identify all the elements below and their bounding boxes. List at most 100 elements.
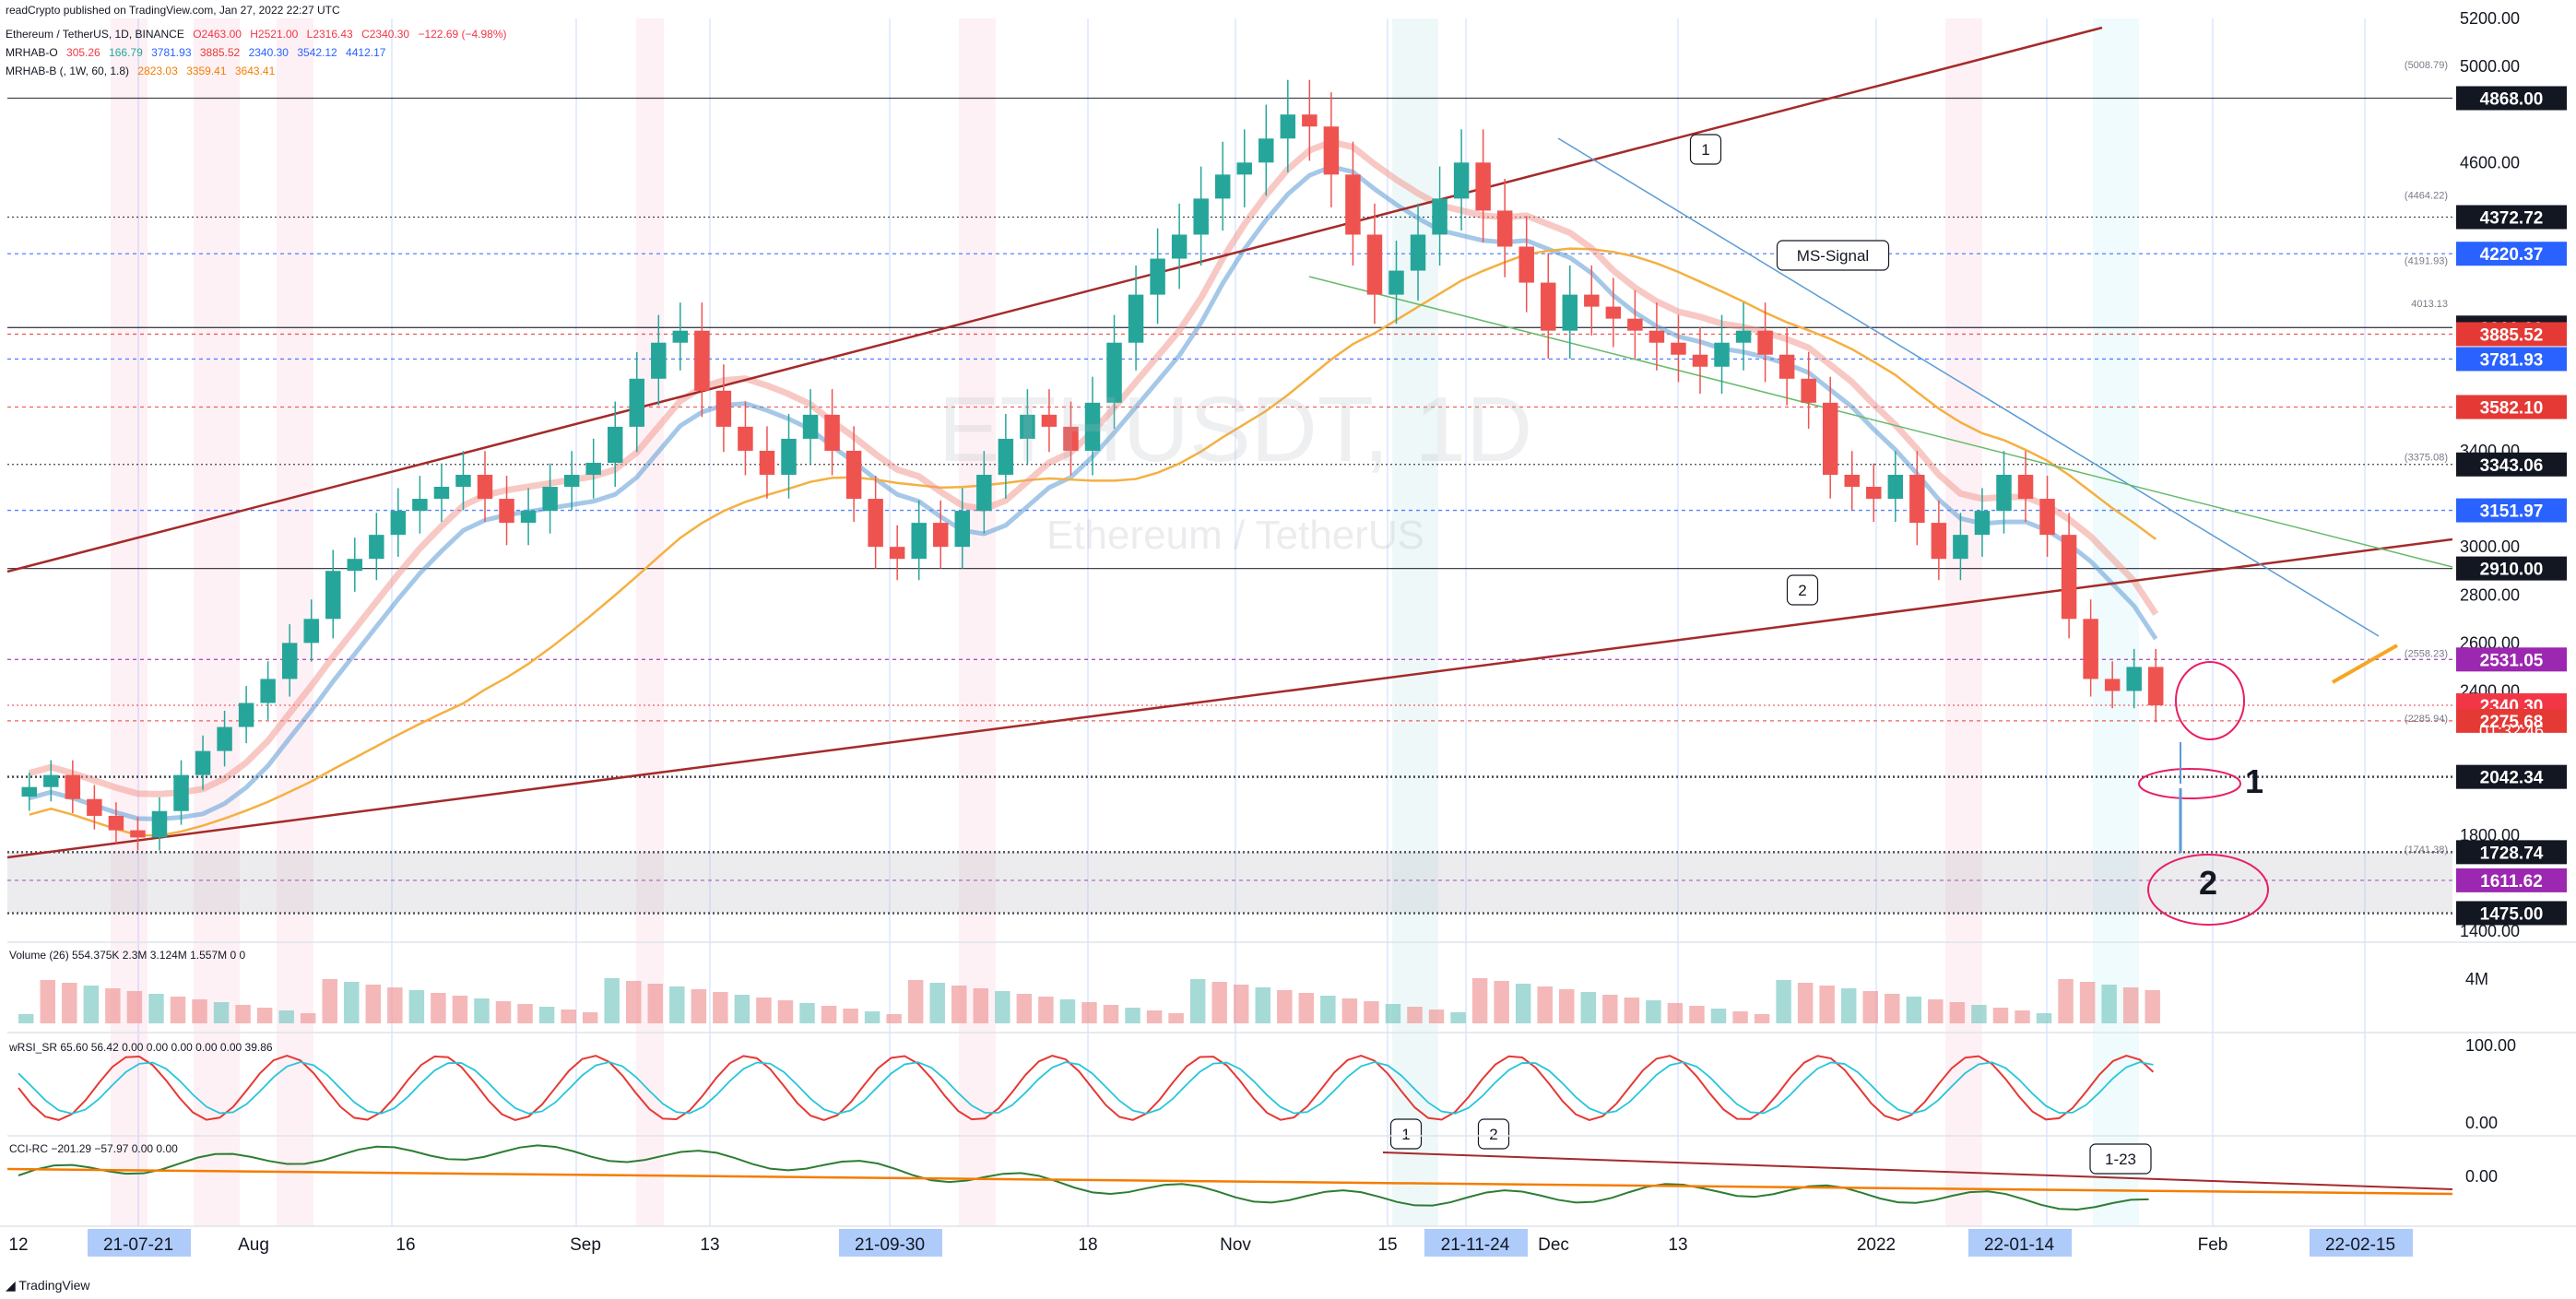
candle-body bbox=[1844, 475, 1860, 488]
time-tick: 16 bbox=[396, 1235, 415, 1255]
volume-bar bbox=[1298, 993, 1315, 1023]
time-tick: 13 bbox=[1668, 1235, 1687, 1255]
price-label-box bbox=[2456, 840, 2567, 865]
candle-body bbox=[911, 523, 927, 560]
price-label-box bbox=[2456, 452, 2567, 477]
green-trendline bbox=[1308, 276, 2453, 568]
upper-trendline bbox=[6, 26, 2103, 573]
legend-change: −122.69 (−4.98%) bbox=[418, 28, 507, 41]
candle-body bbox=[1106, 342, 1122, 403]
volume-bar bbox=[2101, 985, 2117, 1023]
candle-body bbox=[868, 499, 883, 548]
price-axis[interactable]: 5200.005000.004600.003400.003000.002800.… bbox=[2456, 9, 2567, 940]
tradingview-logo[interactable]: ◢ TradingView bbox=[6, 1278, 89, 1293]
candle-body bbox=[738, 426, 753, 451]
candle-body bbox=[217, 726, 232, 751]
legend-mrhab-b[interactable]: MRHAB-B (, 1W, 60, 1.8) 2823.03 3359.41 … bbox=[6, 65, 280, 77]
time-tick: 22-02-15 bbox=[2325, 1235, 2395, 1255]
candle-body bbox=[1735, 330, 1752, 343]
trend-lines bbox=[6, 26, 2453, 859]
legend-mrhab-b-label: MRHAB-B (, 1W, 60, 1.8) bbox=[6, 65, 130, 77]
candle-body bbox=[1996, 475, 2012, 512]
target-2-circle bbox=[2147, 854, 2269, 926]
price-label-box bbox=[2456, 764, 2567, 789]
volume-bar bbox=[1103, 1005, 1119, 1023]
candle-body bbox=[325, 571, 341, 620]
volume-bar bbox=[387, 987, 403, 1023]
volume-label: Volume (26) 554.375K 2.3M 3.124M 1.557M … bbox=[9, 949, 245, 962]
volume-bar bbox=[1928, 999, 1944, 1023]
annotation-text: 1 bbox=[1701, 141, 1709, 159]
candle-body bbox=[1671, 342, 1686, 355]
volume-bar bbox=[951, 986, 967, 1023]
volume-bar bbox=[1906, 997, 1922, 1023]
candle-body bbox=[499, 499, 514, 524]
time-tick-highlight bbox=[2310, 1229, 2413, 1257]
ma-line bbox=[29, 247, 2157, 837]
price-label-box bbox=[2456, 556, 2567, 581]
volume-bar bbox=[821, 1006, 837, 1023]
candle-body bbox=[1953, 535, 1968, 560]
price-label: 3151.97 bbox=[2480, 502, 2544, 522]
price-label: 2042.34 bbox=[2480, 769, 2544, 788]
candle-body bbox=[520, 511, 537, 524]
price-tick: 2800.00 bbox=[2460, 585, 2520, 604]
volume-bar bbox=[344, 982, 360, 1023]
price-label-box bbox=[2456, 708, 2567, 733]
volume-bar bbox=[1732, 1011, 1748, 1023]
level-small-label: (4191.93) bbox=[2405, 256, 2448, 267]
target-circle bbox=[2175, 661, 2245, 740]
candle-body bbox=[2017, 475, 2034, 500]
candle-body bbox=[1063, 426, 1079, 451]
price-label-box bbox=[2456, 498, 2567, 523]
symbol-watermark: ETHUSDT, 1D Ethereum / TetherUS bbox=[939, 378, 1533, 558]
legend-mrhab-o-val: 166.79 bbox=[109, 46, 143, 59]
candle-body bbox=[759, 450, 775, 475]
candle-body bbox=[1020, 414, 1035, 439]
candle-body bbox=[1866, 487, 1882, 500]
volume-bar bbox=[1081, 1002, 1097, 1023]
volume-bar bbox=[734, 995, 750, 1023]
candle-body bbox=[1541, 282, 1556, 331]
price-tick: 5000.00 bbox=[2460, 57, 2520, 76]
volume-bar bbox=[1494, 981, 1509, 1023]
volume-bar bbox=[1277, 990, 1293, 1023]
cci-trendline bbox=[1382, 1151, 2453, 1190]
price-label-box bbox=[2456, 868, 2567, 892]
volume-bar bbox=[192, 999, 207, 1023]
price-label-box bbox=[2456, 242, 2567, 266]
legend-symbol[interactable]: Ethereum / TetherUS, 1D, BINANCE O2463.0… bbox=[6, 28, 513, 41]
candle-body bbox=[1931, 523, 1947, 560]
candle-body bbox=[1366, 234, 1383, 295]
wrsi-line bbox=[18, 1054, 2155, 1122]
candle-body bbox=[1041, 414, 1058, 427]
grid-lines bbox=[137, 18, 2366, 1226]
legend-mrhab-o-val: 4412.17 bbox=[346, 46, 386, 59]
annotation-text: 2 bbox=[1798, 582, 1806, 599]
candle-body bbox=[1236, 162, 1252, 175]
volume-bar bbox=[691, 989, 707, 1023]
candle-body bbox=[347, 559, 363, 572]
volume-bar bbox=[1580, 992, 1597, 1023]
highlight-band bbox=[1392, 18, 1438, 1226]
candle-body bbox=[2104, 679, 2121, 691]
candle-body bbox=[87, 798, 102, 816]
time-axis[interactable]: 12 21-07-21 Aug 16 Sep 13 21-09-30 18 Nov 15 21-11… bbox=[0, 1225, 2576, 1257]
time-highlight-bands bbox=[111, 18, 2139, 1226]
published-text: readCrypto published on TradingView.com,… bbox=[6, 4, 340, 17]
volume-bar bbox=[1189, 979, 1206, 1023]
price-tick: 3000.00 bbox=[2460, 537, 2520, 556]
annotation-text: 1 bbox=[1401, 1126, 1410, 1143]
candle-body bbox=[1562, 294, 1578, 331]
price-tick: 1400.00 bbox=[2460, 922, 2520, 940]
volume-bar bbox=[1211, 982, 1227, 1023]
volume-bar bbox=[1602, 995, 1618, 1023]
price-label: 2275.68 bbox=[2480, 713, 2544, 732]
candle-body bbox=[1822, 402, 1838, 475]
watermark-name: Ethereum / TetherUS bbox=[1046, 513, 1424, 558]
legend-mrhab-o[interactable]: MRHAB-O 305.26 166.79 3781.93 3885.52 23… bbox=[6, 46, 391, 59]
price-tick: 1800.00 bbox=[2460, 826, 2520, 844]
time-tick: 2022 bbox=[1857, 1235, 1896, 1255]
candle-body bbox=[2126, 667, 2142, 691]
